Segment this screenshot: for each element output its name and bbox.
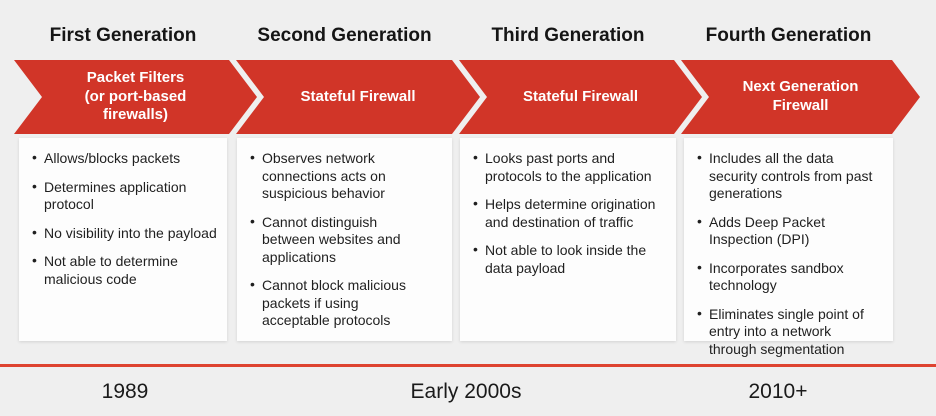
bullet-item: Looks past ports and protocols to the ap… bbox=[473, 149, 670, 185]
banner-label-stateful-firewall: Stateful Firewall bbox=[300, 87, 416, 105]
arrow-segment-3 bbox=[459, 60, 702, 134]
year-label-2010-plus: 2010+ bbox=[748, 380, 808, 403]
bullet-item: No visibility into the payload bbox=[32, 224, 221, 243]
bullet-item: Not able to look inside the data payload bbox=[473, 241, 670, 277]
bullet-item: Includes all the data security controls … bbox=[697, 149, 887, 203]
banner-label-packet-filters: Packet Filters (or port-based firewalls) bbox=[84, 68, 187, 124]
timeline-divider-line bbox=[0, 364, 936, 367]
bullet-item: Cannot distinguish between websites and … bbox=[250, 213, 446, 267]
feature-card-first-generation: Allows/blocks packets Determines applica… bbox=[19, 138, 227, 341]
bullet-item: Cannot block malicious packets if using … bbox=[250, 276, 446, 330]
year-label-1989: 1989 bbox=[101, 380, 149, 403]
bullet-item: Observes network connections acts on sus… bbox=[250, 149, 446, 203]
bullet-item: Not able to determine malicious code bbox=[32, 252, 221, 288]
feature-card-second-generation: Observes network connections acts on sus… bbox=[237, 138, 452, 341]
bullet-item: Determines application protocol bbox=[32, 178, 221, 214]
feature-list: Allows/blocks packets Determines applica… bbox=[19, 138, 227, 288]
arrow-segment-4 bbox=[681, 60, 920, 134]
generation-header-third: Third Generation bbox=[491, 25, 645, 46]
feature-list: Looks past ports and protocols to the ap… bbox=[460, 138, 676, 277]
feature-card-fourth-generation: Includes all the data security controls … bbox=[684, 138, 893, 357]
bullet-item: Eliminates single point of entry into a … bbox=[697, 305, 887, 359]
bullet-item: Incorporates sandbox technology bbox=[697, 259, 887, 295]
bullet-item: Helps determine origination and destinat… bbox=[473, 195, 670, 231]
arrow-segment-1 bbox=[14, 60, 257, 134]
year-label-early-2000s: Early 2000s bbox=[410, 380, 522, 403]
bullet-item: Adds Deep Packet Inspection (DPI) bbox=[697, 213, 887, 249]
banner-label-stateful-firewall-2: Stateful Firewall bbox=[522, 87, 639, 105]
banner-label-next-gen-firewall: Next Generation Firewall bbox=[742, 78, 859, 114]
generation-header-fourth: Fourth Generation bbox=[705, 25, 872, 46]
generation-header-second: Second Generation bbox=[257, 25, 432, 46]
feature-card-third-generation: Looks past ports and protocols to the ap… bbox=[460, 138, 676, 341]
feature-list: Observes network connections acts on sus… bbox=[237, 138, 452, 330]
timeline-arrow-band bbox=[14, 60, 920, 134]
generation-header-first: First Generation bbox=[49, 25, 197, 46]
feature-list: Includes all the data security controls … bbox=[684, 138, 893, 358]
arrow-segment-2 bbox=[236, 60, 480, 134]
bullet-item: Allows/blocks packets bbox=[32, 149, 221, 168]
